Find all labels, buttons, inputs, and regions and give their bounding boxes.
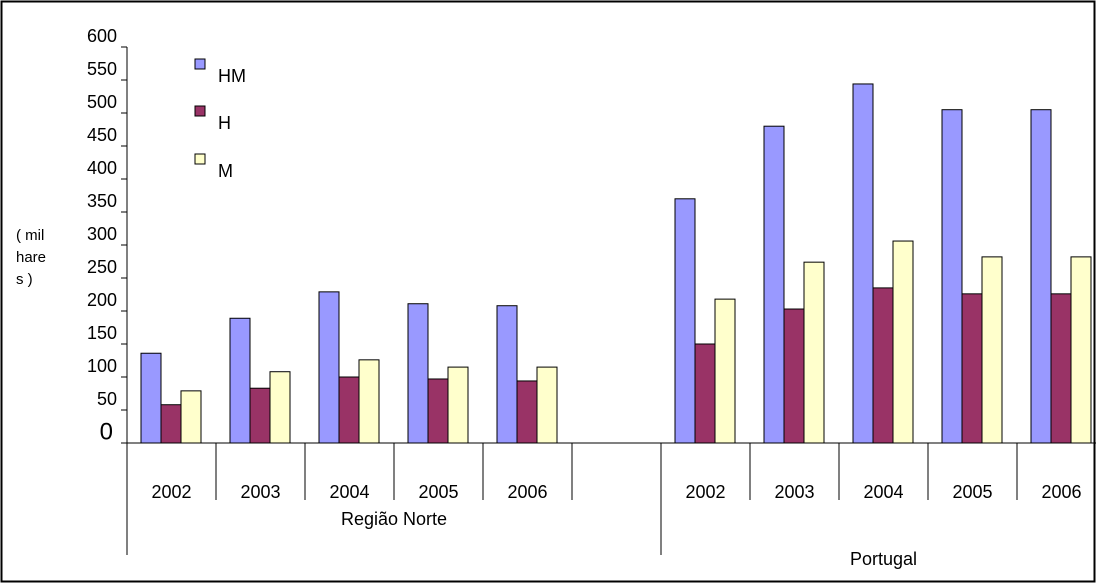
bar: [714, 298, 736, 444]
y-tick-label: 550: [87, 59, 117, 79]
legend-swatch: [194, 58, 206, 70]
bar: [892, 240, 914, 444]
y-axis-label: hare: [16, 249, 46, 266]
y-axis-label: ( mil: [16, 227, 44, 244]
bar: [496, 305, 518, 444]
bar: [536, 366, 558, 444]
x-tick-label: 2005: [952, 482, 992, 502]
y-tick-label: 600: [87, 26, 117, 46]
bar: [407, 303, 429, 444]
y-tick-label: 300: [87, 224, 117, 244]
legend-label: M: [218, 161, 233, 181]
y-tick-label: 200: [87, 290, 117, 310]
legend-label: HM: [218, 66, 246, 86]
bar: [358, 359, 380, 444]
y-tick-label: 50: [97, 389, 117, 409]
y-tick-label: 250: [87, 257, 117, 277]
y-axis-label: s ): [16, 271, 33, 288]
y-tick-label: 0: [100, 418, 113, 445]
bar: [160, 404, 182, 444]
bar: [338, 376, 360, 444]
bar: [1030, 109, 1052, 444]
legend-swatch: [194, 153, 206, 165]
bar: [803, 261, 825, 444]
bar: [763, 125, 785, 444]
y-tick-label: 500: [87, 92, 117, 112]
bar: [229, 317, 251, 444]
group-label: Região Norte: [341, 509, 447, 529]
bar: [269, 371, 291, 444]
bar: [516, 380, 538, 444]
x-tick-label: 2006: [507, 482, 547, 502]
bar: [447, 366, 469, 444]
group-label: Portugal: [850, 549, 917, 569]
x-tick-label: 2006: [1041, 482, 1081, 502]
y-tick-label: 100: [87, 356, 117, 376]
x-tick-label: 2005: [418, 482, 458, 502]
bar: [427, 378, 449, 444]
y-tick-label: 350: [87, 191, 117, 211]
y-tick-label: 450: [87, 125, 117, 145]
bar: [1070, 256, 1092, 444]
bar: [1050, 293, 1072, 444]
legend-label: H: [218, 113, 231, 133]
x-tick-label: 2004: [863, 482, 903, 502]
bar: [674, 198, 696, 444]
bar: [140, 352, 162, 444]
bar: [249, 387, 271, 444]
x-tick-label: 2003: [774, 482, 814, 502]
y-tick-label: 400: [87, 158, 117, 178]
bar: [318, 291, 340, 444]
bar: [872, 287, 894, 444]
bar: [694, 343, 716, 444]
bar: [783, 308, 805, 444]
y-tick-label: 150: [87, 323, 117, 343]
bar: [180, 390, 202, 444]
bar: [852, 83, 874, 444]
bar: [981, 256, 1003, 444]
x-tick-label: 2004: [329, 482, 369, 502]
x-tick-label: 2002: [151, 482, 191, 502]
bar: [941, 109, 963, 444]
x-tick-label: 2003: [240, 482, 280, 502]
bar: [961, 293, 983, 444]
x-tick-label: 2002: [685, 482, 725, 502]
legend-swatch: [194, 105, 206, 117]
